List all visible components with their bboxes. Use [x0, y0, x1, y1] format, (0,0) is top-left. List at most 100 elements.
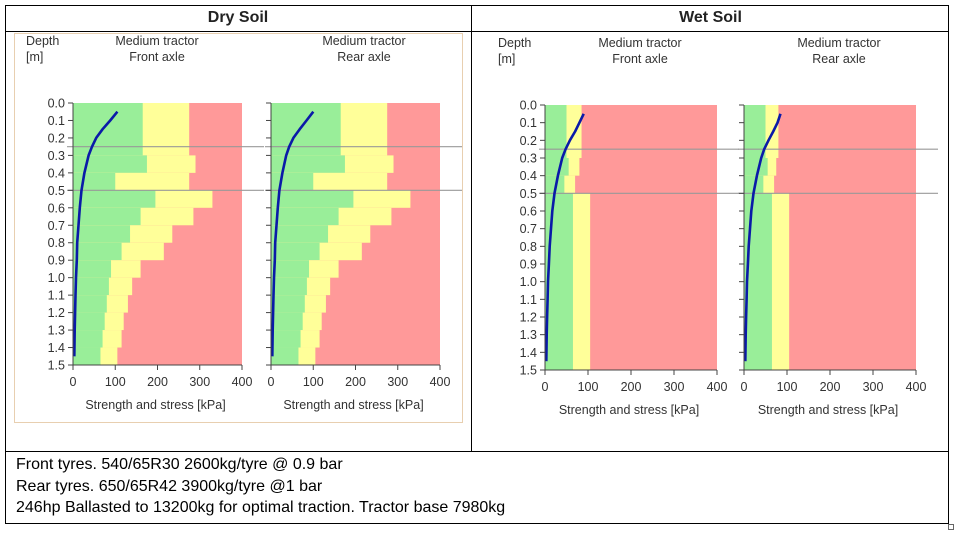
resize-handle[interactable]	[948, 524, 954, 530]
y-tick-label: 1.5	[520, 364, 537, 378]
y-tick-label: 0.0	[520, 99, 537, 113]
green-zone-bar	[744, 105, 766, 158]
green-zone-bar	[73, 330, 103, 348]
y-tick-label: 0.1	[520, 116, 537, 130]
y-tick-label: 0.2	[48, 131, 65, 145]
green-zone-bar	[73, 277, 109, 296]
dry-soil-title: Dry Soil	[207, 9, 269, 26]
chart-title-line: Front axle	[129, 50, 185, 64]
green-zone-bar	[271, 207, 339, 226]
green-zone-bar	[73, 207, 141, 226]
chart-title-line: Front axle	[612, 52, 668, 66]
y-tick-label: 1.0	[48, 271, 65, 285]
notes: Front tyres. 540/65R30 2600kg/tyre @ 0.9…	[16, 454, 505, 519]
green-zone-bar	[271, 242, 320, 261]
x-tick-label: 100	[105, 375, 126, 389]
x-tick-label: 300	[863, 380, 884, 394]
green-zone-bar	[545, 193, 573, 370]
stress-curve	[545, 113, 585, 362]
green-zone-bar	[73, 242, 122, 261]
y-tick-label: 1.5	[48, 359, 65, 373]
y-tick-label: 0.7	[520, 222, 537, 236]
chart-title-line: Medium tractor	[797, 36, 880, 50]
x-tick-label: 200	[621, 380, 642, 394]
note-front-tyres: Front tyres. 540/65R30 2600kg/tyre @ 0.9…	[16, 456, 343, 473]
note-rear-tyres: Rear tyres. 650/65R42 3900kg/tyre @1 bar	[16, 477, 323, 495]
x-tick-label: 0	[741, 380, 748, 394]
x-tick-label: 100	[303, 375, 324, 389]
x-tick-label: 400	[430, 375, 451, 389]
x-tick-label: 200	[147, 375, 168, 389]
green-zone-bar	[545, 158, 569, 176]
green-zone-bar	[73, 260, 112, 278]
figure-frame	[5, 5, 949, 524]
green-zone-bar	[271, 330, 301, 348]
x-tick-label: 300	[189, 375, 210, 389]
y-tick-label: 1.1	[48, 289, 65, 303]
x-tick-label: 400	[906, 380, 927, 394]
x-axis-label: Strength and stress [kPa]	[283, 398, 423, 412]
green-zone-bar	[271, 312, 303, 331]
green-zone-bar	[744, 193, 772, 370]
panel-divider	[471, 5, 472, 452]
y-tick-label: 1.4	[48, 341, 65, 355]
y-axis-label: [m]	[26, 50, 43, 64]
green-zone-bar	[271, 277, 307, 296]
green-zone-bar	[73, 190, 156, 208]
y-tick-label: 0.4	[48, 166, 65, 180]
x-tick-label: 300	[387, 375, 408, 389]
notes-divider	[5, 451, 949, 452]
y-axis-label: [m]	[498, 52, 515, 66]
green-zone-bar	[545, 105, 567, 158]
dry-chart-border	[14, 33, 463, 423]
stress-curve	[73, 110, 119, 357]
green-zone-bar	[271, 155, 345, 173]
stress-curve	[744, 113, 782, 362]
x-tick-label: 200	[820, 380, 841, 394]
chart-title-line: Rear axle	[812, 52, 866, 66]
chart-title-line: Rear axle	[337, 50, 391, 64]
y-tick-label: 1.3	[520, 328, 537, 342]
y-tick-label: 0.8	[48, 236, 65, 250]
green-zone-bar	[545, 175, 565, 194]
y-tick-label: 0.6	[48, 201, 65, 215]
green-zone-bar	[73, 347, 101, 365]
x-axis-label: Strength and stress [kPa]	[85, 398, 225, 412]
x-tick-label: 0	[542, 380, 549, 394]
x-tick-label: 100	[777, 380, 798, 394]
x-tick-label: 0	[268, 375, 275, 389]
y-tick-label: 0.5	[48, 184, 65, 198]
green-zone-bar	[271, 172, 314, 191]
y-tick-label: 1.0	[520, 275, 537, 289]
y-axis-label: Depth	[26, 34, 59, 48]
y-tick-label: 1.1	[520, 293, 537, 307]
green-zone-bar	[73, 155, 147, 173]
y-tick-label: 0.6	[520, 205, 537, 219]
green-zone-bar	[271, 225, 329, 243]
chart-title-line: Medium tractor	[598, 36, 681, 50]
x-tick-label: 300	[664, 380, 685, 394]
green-zone-bar	[271, 295, 305, 313]
y-tick-label: 0.0	[48, 97, 65, 111]
y-tick-label: 0.3	[520, 152, 537, 166]
y-tick-label: 0.1	[48, 114, 65, 128]
title-row-divider	[5, 31, 949, 32]
green-zone-bar	[744, 175, 764, 194]
green-zone-bar	[73, 172, 116, 191]
y-tick-label: 0.3	[48, 149, 65, 163]
x-axis-label: Strength and stress [kPa]	[559, 403, 699, 417]
x-tick-label: 0	[70, 375, 77, 389]
chart-title-line: Medium tractor	[322, 34, 405, 48]
x-tick-label: 400	[232, 375, 253, 389]
y-tick-label: 1.4	[520, 346, 537, 360]
x-tick-label: 100	[578, 380, 599, 394]
y-tick-label: 1.2	[520, 311, 537, 325]
chart-title-line: Medium tractor	[115, 34, 198, 48]
y-tick-label: 0.2	[520, 134, 537, 148]
x-tick-label: 400	[707, 380, 728, 394]
green-zone-bar	[744, 158, 768, 176]
green-zone-bar	[73, 103, 143, 156]
y-axis-label: Depth	[498, 36, 531, 50]
y-tick-label: 0.8	[520, 240, 537, 254]
